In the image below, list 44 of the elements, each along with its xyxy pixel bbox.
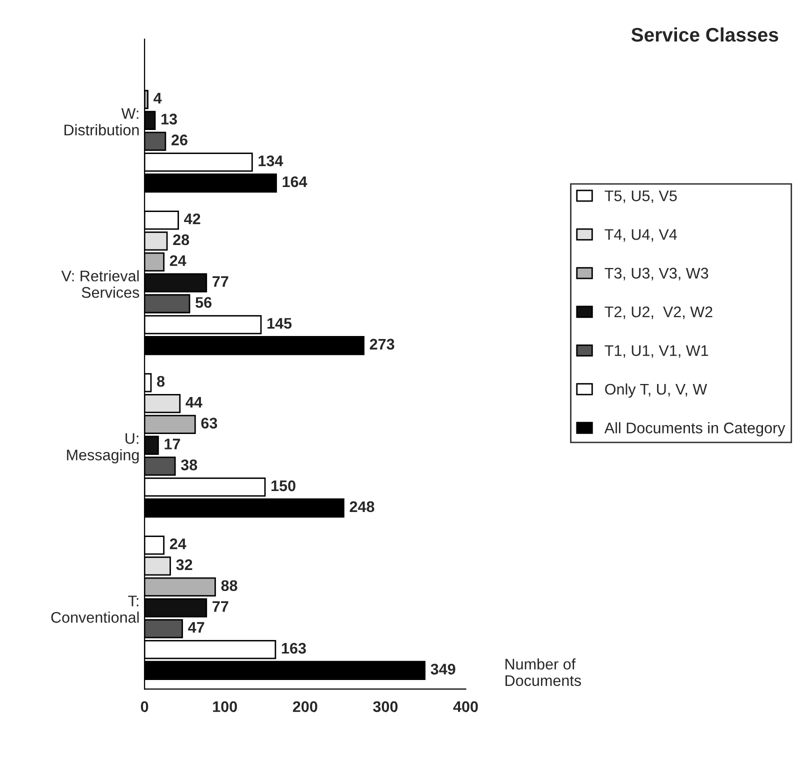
data-label: 26 bbox=[172, 134, 188, 146]
data-label: 248 bbox=[350, 501, 374, 512]
data-label: 77 bbox=[212, 601, 228, 612]
data-label: 164 bbox=[282, 176, 308, 188]
y-tick-label: U: Messaging bbox=[67, 433, 139, 464]
data-label: 150 bbox=[272, 480, 296, 492]
data-label: 8 bbox=[157, 376, 165, 387]
text: Service Classes bbox=[631, 27, 778, 42]
legend-label: Only T, U, V, W bbox=[605, 383, 708, 398]
data-label: 4 bbox=[154, 92, 162, 104]
x-tick-label: 200 bbox=[292, 701, 318, 712]
data-label: 63 bbox=[201, 418, 218, 429]
legend-label: T3, U3, V3, W3 bbox=[604, 268, 708, 280]
x-tick-label: 400 bbox=[453, 701, 478, 712]
data-label: 145 bbox=[267, 318, 292, 329]
y-tick-label: T: Conventional bbox=[51, 596, 139, 623]
data-label: 32 bbox=[176, 559, 192, 570]
data-label: 44 bbox=[186, 396, 202, 408]
data-label: 28 bbox=[173, 234, 190, 246]
data-label: 17 bbox=[164, 438, 180, 450]
y-tick-label: V: Retrieval Services bbox=[61, 270, 140, 298]
legend-label: T5, U5, V5 bbox=[604, 190, 677, 204]
data-label: 42 bbox=[184, 213, 200, 224]
data-label: 13 bbox=[161, 114, 177, 125]
legend-label: T2, U2, V2, W2 bbox=[604, 306, 712, 320]
data-label: 77 bbox=[212, 276, 228, 287]
data-label: 163 bbox=[282, 642, 306, 654]
data-label: 47 bbox=[188, 622, 204, 633]
x-tick-label: 0 bbox=[140, 701, 148, 712]
x-tick-label: 300 bbox=[373, 701, 398, 712]
y-tick-label: W: Distribution bbox=[64, 108, 139, 136]
data-label: 349 bbox=[430, 664, 456, 675]
legend-label: T1, U1, V1, W1 bbox=[604, 345, 708, 358]
data-label: 56 bbox=[196, 297, 212, 308]
data-label: 24 bbox=[170, 255, 186, 266]
data-label: 24 bbox=[170, 538, 186, 550]
data-label: 134 bbox=[258, 155, 284, 166]
x-tick-label: 100 bbox=[213, 701, 237, 712]
data-label: 88 bbox=[221, 580, 238, 592]
data-label: 273 bbox=[370, 338, 394, 350]
legend-label: T4, U4, V4 bbox=[604, 229, 677, 242]
legend-label: All Documents in Category bbox=[604, 422, 786, 436]
data-label: 38 bbox=[180, 460, 198, 470]
x-axis-title: Number of Documents bbox=[506, 658, 581, 686]
